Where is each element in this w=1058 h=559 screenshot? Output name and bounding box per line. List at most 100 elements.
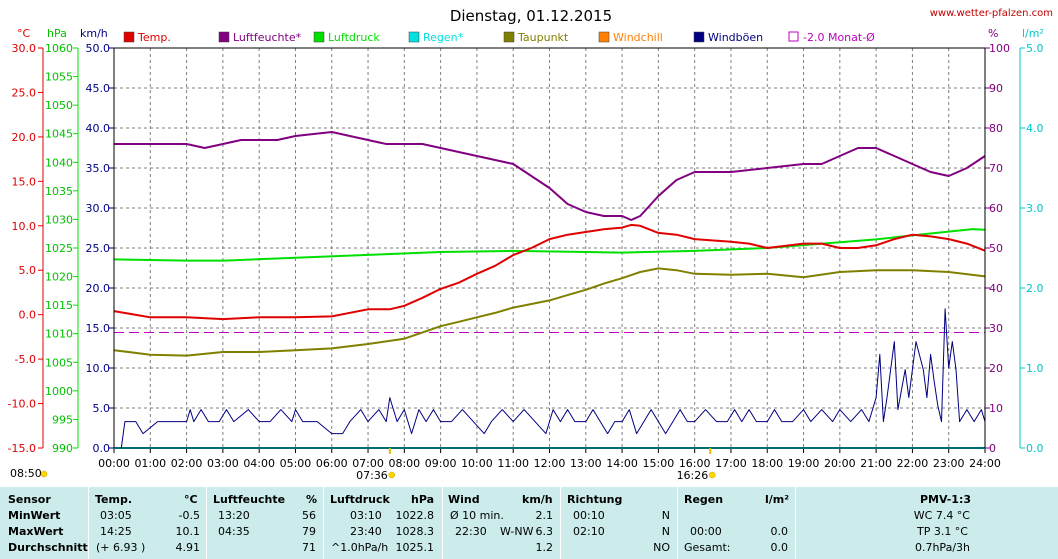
stats-min-temp-value: -0.5 [178,509,200,522]
temp-tick-label: 10.0 [12,220,37,233]
stats-avg-press-value: 1025.1 [395,541,435,554]
temp-tick-label: -10.0 [8,398,36,411]
time-tick-label: 17:00 [715,457,747,470]
stats-avg-wind-value: 1.2 [535,541,554,554]
time-tick-label: 02:00 [171,457,203,470]
temp-tick-label: -5.0 [15,353,36,366]
temp-tick-label: 30.0 [12,42,37,55]
time-tick-label: 13:00 [570,457,602,470]
pressure-tick-label: 1030 [45,213,73,226]
legend-label: Luftdruck [328,31,380,44]
time-tick-label: 12:00 [534,457,566,470]
humidity-tick-label: 70 [989,162,1003,175]
legend-label: Taupunkt [517,31,569,44]
stats-avg-rain-value: 0.0 [770,541,789,554]
y-axes: 30.0 25.0 20.0 15.0 10.0 5.0 0.0 -5.0 -10.0 -15.0… [8,42,1044,455]
stats-max-dir-time: 02:10 [573,525,605,538]
stats-max-wind-dir: W-NW [500,525,534,538]
time-tick-label: 06:00 [316,457,348,470]
legend-label: Temp. [137,31,171,44]
time-tick-label: 00:00 [98,457,130,470]
series-line [114,131,986,221]
stats-min-wind-time: Ø 10 min. [450,509,504,522]
temp-tick-label: 5.0 [19,264,37,277]
stats-max-hum-value: 79 [302,525,316,538]
wind-tick-label: 45.0 [86,82,111,95]
humidity-tick-label: 20 [989,362,1003,375]
humidity-tick-label: 50 [989,242,1003,255]
stats-header-temp: Temp. [95,493,133,506]
humidity-tick-label: 80 [989,122,1003,135]
stats-min-label: MinWert [8,509,61,522]
stats-max-wind-time: 22:30 [455,525,487,538]
stats-header-temp-unit: °C [184,493,198,506]
legend-label: Luftfeuchte* [233,31,302,44]
legend-swatch [123,31,135,43]
stats-avg-pmv: 0.7hPa/3h [914,541,970,554]
stats-max-temp-time: 14:25 [100,525,132,538]
stats-max-rain-time: 00:00 [690,525,722,538]
pressure-tick-label: 1015 [45,299,73,312]
pressure-tick-label: 1005 [45,356,73,369]
stats-min-temp-time: 03:05 [100,509,132,522]
legend-label: -2.0 Monat-Ø [803,31,875,44]
wind-tick-label: 50.0 [86,42,111,55]
pressure-tick-label: 990 [52,442,73,455]
temp-tick-label: -15.0 [8,442,36,455]
pressure-tick-label: 1025 [45,242,73,255]
stats-avg-rain-label: Gesamt: [684,541,731,554]
series-line [113,228,986,262]
stats-min-pmv: WC 7.4 °C [913,509,970,522]
stats-header-sensor: Sensor [8,493,51,506]
stats-header-pressure: Luftdruck [330,493,390,506]
time-tick-label: 23:00 [933,457,965,470]
stats-min-hum-value: 56 [302,509,316,522]
rain-tick-label: 3.0 [1026,202,1044,215]
stats-divider [677,487,678,559]
pressure-tick-label: 1035 [45,185,73,198]
rain-tick-label: 5.0 [1026,42,1044,55]
time-tick-label: 07:00 [352,457,384,470]
pressure-tick-label: 1020 [45,271,73,284]
time-tick-label: 15:00 [643,457,675,470]
stats-avg-temp-value: 4.91 [175,541,201,554]
temp-tick-label: 0.0 [19,309,37,322]
sun-icon [709,471,716,479]
humidity-tick-label: 60 [989,202,1003,215]
humidity-unit-label: % [988,27,998,40]
stats-divider [795,487,796,559]
time-tick-label: 11:00 [497,457,529,470]
rain-tick-label: 4.0 [1026,122,1044,135]
time-tick-label: 08:00 [388,457,420,470]
wind-tick-label: 35.0 [86,162,111,175]
time-tick-label: 03:00 [207,457,239,470]
stats-max-pmv: TP 3.1 °C [916,525,968,538]
series-line [113,223,986,321]
stats-divider [560,487,561,559]
left-time-label: 08:50 [10,467,42,480]
pressure-tick-label: 1040 [45,156,73,169]
stats-header-rain: Regen [684,493,724,506]
wind-tick-label: 0.0 [93,442,111,455]
wind-tick-label: 15.0 [86,322,111,335]
stats-max-temp-value: 10.1 [175,525,201,538]
temp-tick-label: 20.0 [12,131,37,144]
stats-divider [206,487,207,559]
stats-divider [88,487,89,559]
wind-tick-label: 20.0 [86,282,111,295]
rain-tick-label: 0.0 [1026,442,1044,455]
time-tick-label: 01:00 [134,457,166,470]
stats-min-press-value: 1022.8 [395,509,435,522]
pressure-tick-label: 1055 [45,71,73,84]
pressure-tick-label: 1010 [45,328,73,341]
stats-min-dir-value: N [661,509,670,522]
stats-max-label: MaxWert [8,525,64,538]
legend-swatch [503,31,515,43]
stats-min-press-time: 03:10 [350,509,382,522]
sun-icon [40,470,48,478]
chart-title: Dienstag, 01.12.2015 [450,7,612,25]
stats-min-hum-time: 13:20 [218,509,250,522]
legend-label: Windböen [708,31,763,44]
humidity-tick-label: 100 [989,42,1010,55]
temp-tick-label: 25.0 [12,86,37,99]
